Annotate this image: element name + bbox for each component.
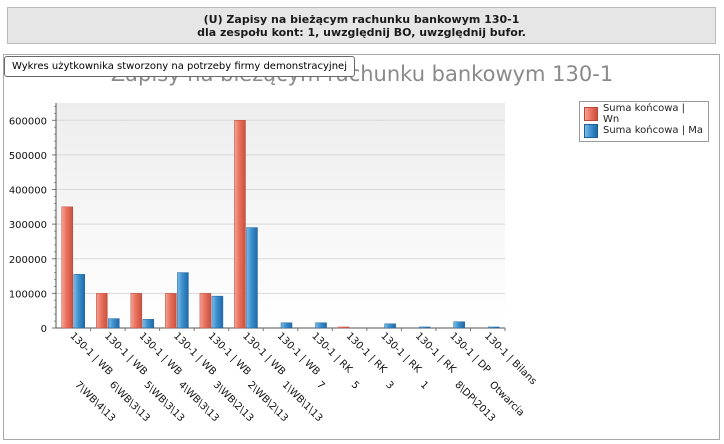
chart-legend: Suma końcowa | Wn Suma końcowa | Ma <box>579 101 709 142</box>
y-tick-label: 100000 <box>9 289 47 300</box>
bar-wn <box>165 293 177 329</box>
x-tick-label: 130-1 | RK3 <box>356 331 423 398</box>
legend-label-ma: Suma końcowa | Ma <box>603 125 704 136</box>
y-tick-label: 200000 <box>9 255 47 266</box>
bar-wn <box>130 293 143 329</box>
legend-swatch-wn <box>584 106 598 121</box>
x-tick-label: 130-1 | RK1 <box>391 331 458 398</box>
y-tick-label: 400000 <box>9 186 47 197</box>
bar-ma <box>418 326 431 329</box>
y-tick-label: 600000 <box>9 116 47 127</box>
bar-ma <box>280 322 293 329</box>
bar-wn <box>199 293 212 329</box>
report-header: (U) Zapisy na bieżącym rachunku bankowym… <box>7 7 716 44</box>
legend-label-wn: Suma końcowa | Wn <box>602 102 686 125</box>
y-tick-label: 300000 <box>9 220 47 231</box>
bar-ma <box>315 322 327 329</box>
bar-ma <box>246 227 258 329</box>
bar-ma <box>211 295 224 329</box>
bar-ma <box>384 323 396 329</box>
x-tick-label: 130-1 | RK5 <box>322 331 389 398</box>
y-tick-label: 0 <box>41 324 47 335</box>
bar-ma <box>142 319 155 329</box>
legend-item-ma[interactable]: Suma końcowa | Ma <box>584 122 704 139</box>
bar-wn <box>337 326 350 329</box>
chart-tooltip: Wykres użytkownika stworzony na potrzeby… <box>4 56 355 77</box>
bar-wn <box>61 206 74 329</box>
bar-ma <box>73 274 86 329</box>
bar-ma <box>453 321 465 329</box>
report-subtitle: dla zespołu kont: 1, uwzględnij BO, uwzg… <box>197 26 526 39</box>
plot-area <box>56 103 505 328</box>
bar-ma <box>487 326 500 329</box>
legend-swatch-ma <box>584 123 598 138</box>
report-title: (U) Zapisy na bieżącym rachunku bankowym… <box>203 13 520 26</box>
x-tick-label: 130-1 | RK7 <box>287 331 354 398</box>
bar-ma <box>177 272 189 329</box>
bar-ma <box>108 318 120 329</box>
y-tick-label: 500000 <box>9 151 47 162</box>
bar-wn <box>96 293 108 329</box>
bar-wn <box>234 120 246 329</box>
legend-item-wn[interactable]: Suma końcowa | Wn <box>584 102 704 125</box>
